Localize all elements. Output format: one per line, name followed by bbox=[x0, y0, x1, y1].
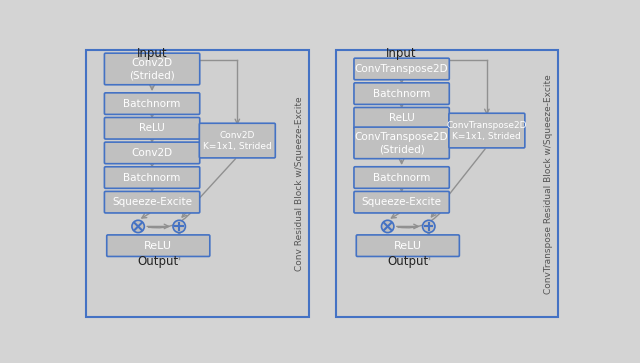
FancyBboxPatch shape bbox=[354, 191, 449, 213]
FancyArrowPatch shape bbox=[148, 204, 197, 228]
Text: ReLU: ReLU bbox=[140, 123, 165, 133]
FancyBboxPatch shape bbox=[104, 118, 200, 139]
FancyBboxPatch shape bbox=[104, 191, 200, 213]
Text: ConvTranspose2D: ConvTranspose2D bbox=[355, 64, 449, 74]
Text: Batchnorm: Batchnorm bbox=[124, 99, 180, 109]
Text: Squeeze-Excite: Squeeze-Excite bbox=[112, 197, 192, 207]
FancyBboxPatch shape bbox=[104, 167, 200, 188]
FancyBboxPatch shape bbox=[104, 93, 200, 114]
FancyBboxPatch shape bbox=[354, 107, 449, 129]
FancyBboxPatch shape bbox=[199, 123, 275, 158]
FancyBboxPatch shape bbox=[354, 83, 449, 105]
Bar bbox=[336, 50, 558, 317]
Text: ConvTranspose Residual Block w/Squeeze-Excite: ConvTranspose Residual Block w/Squeeze-E… bbox=[545, 74, 554, 294]
Text: Input: Input bbox=[137, 47, 168, 60]
FancyBboxPatch shape bbox=[356, 235, 460, 257]
Text: Batchnorm: Batchnorm bbox=[373, 89, 430, 99]
Text: ReLU: ReLU bbox=[388, 113, 415, 123]
FancyBboxPatch shape bbox=[107, 235, 210, 257]
FancyBboxPatch shape bbox=[104, 142, 200, 164]
Text: ReLU: ReLU bbox=[394, 241, 422, 251]
Circle shape bbox=[381, 220, 394, 233]
Text: ReLU: ReLU bbox=[144, 241, 172, 251]
Text: Conv2D
K=1x1, Strided: Conv2D K=1x1, Strided bbox=[203, 131, 272, 151]
Bar bbox=[86, 50, 308, 317]
Text: ConvTranspose2D
(Strided): ConvTranspose2D (Strided) bbox=[355, 132, 449, 154]
FancyBboxPatch shape bbox=[354, 127, 449, 159]
Text: Squeeze-Excite: Squeeze-Excite bbox=[362, 197, 442, 207]
Text: Conv2D
(Strided): Conv2D (Strided) bbox=[129, 58, 175, 80]
Circle shape bbox=[173, 220, 186, 233]
Text: Batchnorm: Batchnorm bbox=[124, 172, 180, 183]
FancyBboxPatch shape bbox=[354, 58, 449, 80]
Text: Conv2D: Conv2D bbox=[131, 148, 173, 158]
FancyArrowPatch shape bbox=[398, 204, 447, 228]
FancyBboxPatch shape bbox=[104, 53, 200, 85]
Text: Output: Output bbox=[138, 255, 179, 268]
Text: Output: Output bbox=[387, 255, 428, 268]
Text: Conv Residual Block w/Squeeze-Excite: Conv Residual Block w/Squeeze-Excite bbox=[295, 97, 304, 271]
Text: ConvTranspose2D
K=1x1, Strided: ConvTranspose2D K=1x1, Strided bbox=[447, 121, 527, 140]
Text: Input: Input bbox=[387, 47, 417, 60]
FancyBboxPatch shape bbox=[354, 167, 449, 188]
Circle shape bbox=[132, 220, 145, 233]
Circle shape bbox=[422, 220, 435, 233]
FancyBboxPatch shape bbox=[449, 113, 525, 148]
Text: Batchnorm: Batchnorm bbox=[373, 172, 430, 183]
